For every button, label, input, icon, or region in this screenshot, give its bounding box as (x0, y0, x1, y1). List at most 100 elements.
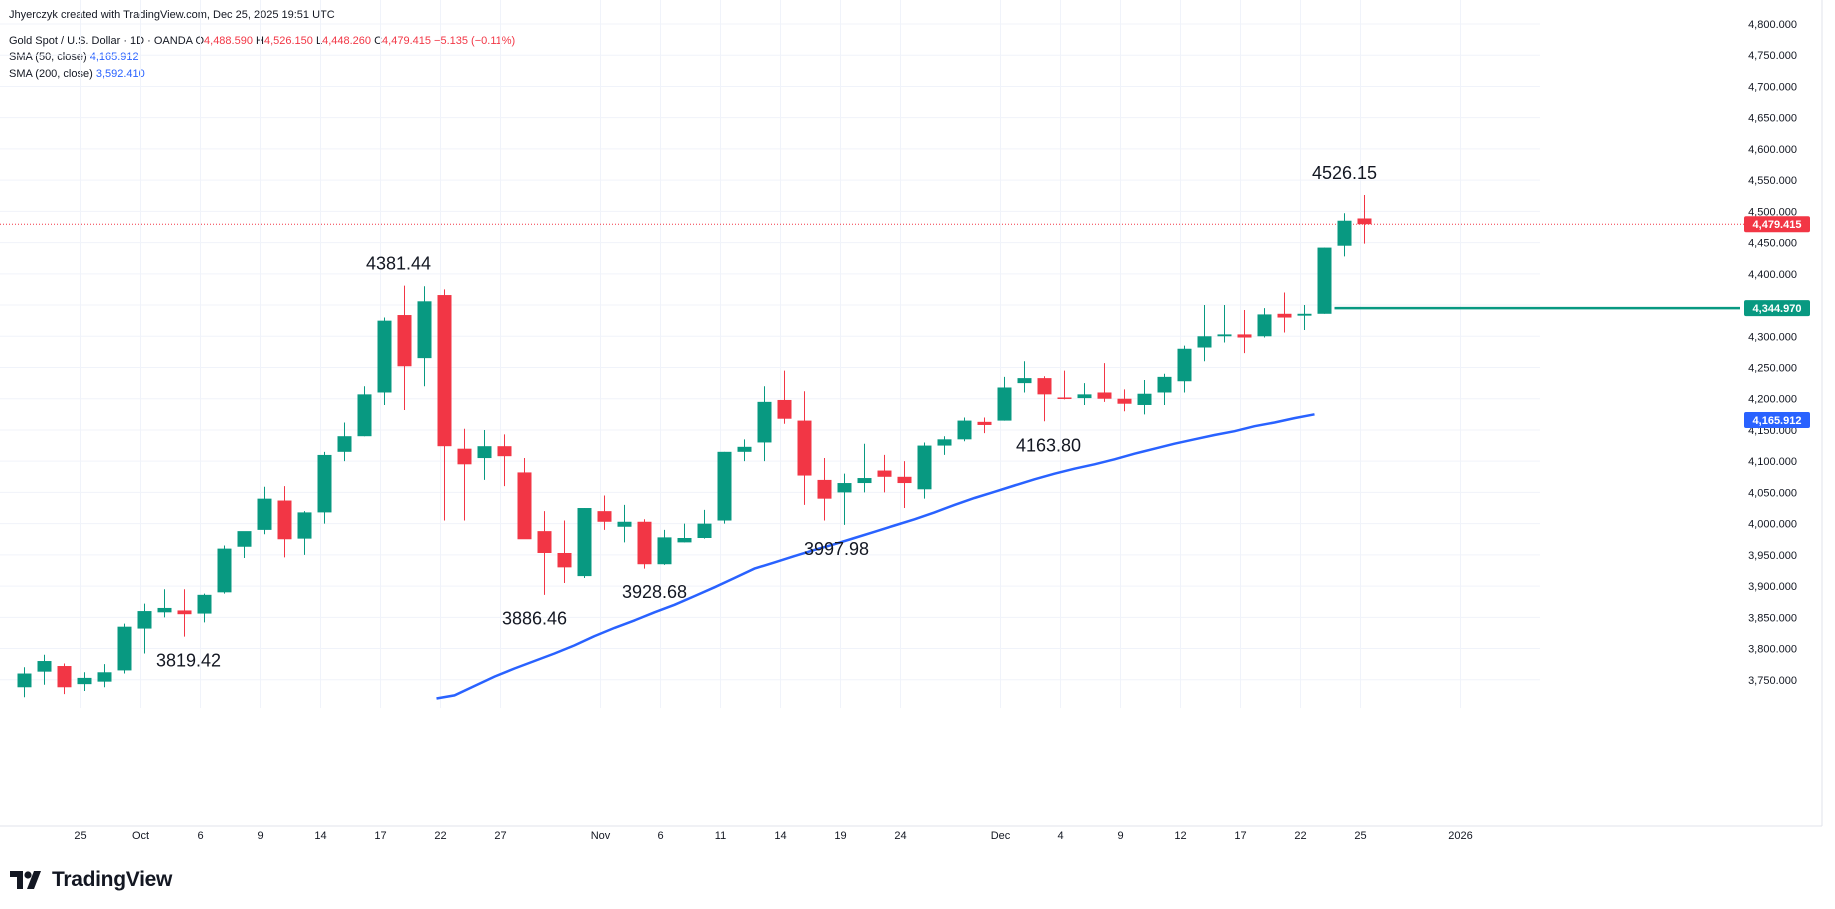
time-tick-label: 17 (374, 830, 386, 842)
candle-body (277, 500, 292, 540)
candle-up (137, 603, 152, 654)
candle-body (577, 508, 592, 577)
candle-down (1277, 292, 1292, 333)
candle-down (1097, 363, 1112, 402)
candle-down (797, 391, 812, 505)
sma50-layer (436, 413, 1315, 700)
price-annotation: 3928.68 (622, 582, 687, 602)
candle-up (77, 672, 92, 692)
candle-up (997, 376, 1012, 421)
candle-up (237, 531, 252, 558)
candle-up (1317, 247, 1332, 314)
open-value: 4,488.590 (204, 35, 253, 47)
candle-body (1037, 378, 1052, 395)
annotations: 4526.15 4381.44 3819.42 3886.46 3928.68 3997.… (156, 163, 1377, 670)
candle-up (217, 545, 232, 594)
candle-body (1077, 394, 1092, 399)
candle-up (97, 664, 112, 688)
time-tick-label: 4 (1057, 830, 1063, 842)
last-price-tag-bg (1744, 216, 1810, 233)
symbol-name[interactable]: Gold Spot / U.S. Dollar · 1D · OANDA (9, 35, 193, 47)
candle-body (337, 436, 352, 452)
time-tick-label: 11 (715, 830, 726, 842)
price-chart[interactable]: 4526.15 4381.44 3819.42 3886.46 3928.68 3997.… (0, 0, 1835, 860)
candle-body (197, 594, 212, 614)
candle-body (97, 672, 112, 682)
candle-body (1297, 313, 1312, 316)
close-label: C (374, 35, 383, 47)
candle-up (317, 451, 332, 524)
candle-body (157, 607, 172, 613)
candle-up (717, 451, 732, 524)
candle-body (797, 420, 812, 476)
candle-up (937, 436, 952, 455)
candle-up (957, 417, 972, 442)
candle-down (1117, 389, 1132, 412)
candle-body (957, 420, 972, 440)
last-price-tag-text: 4,479.415 (1753, 219, 1802, 231)
candle-down (977, 417, 992, 434)
time-tick-label: 17 (1234, 830, 1246, 842)
price-annotation: 3819.42 (156, 650, 221, 670)
candle-body (757, 401, 772, 443)
price-tick-label: 4,550.000 (1748, 175, 1797, 187)
sma200-legend[interactable]: SMA (200, close) 3,592.410 (9, 68, 145, 80)
price-annotation: 4526.15 (1312, 163, 1377, 183)
candle-body (997, 387, 1012, 421)
time-tick-label: 14 (774, 830, 786, 842)
time-tick-label: 6 (657, 830, 663, 842)
candle-body (437, 295, 452, 447)
candle-up (917, 442, 932, 499)
candle-body (697, 523, 712, 539)
price-tick-label: 4,750.000 (1748, 50, 1797, 62)
last-price-tag: 4,479.415 (1744, 216, 1810, 233)
candle-body (1157, 376, 1172, 393)
candle-up (37, 654, 52, 685)
candle-down (817, 458, 832, 521)
time-tick-label: 27 (494, 830, 506, 842)
price-tick-label: 3,850.000 (1748, 612, 1797, 624)
price-tick-label: 4,450.000 (1748, 238, 1797, 250)
time-tick-label: Dec (991, 830, 1011, 842)
sma50-label: SMA (50, close) (9, 51, 87, 63)
candle-up (1137, 379, 1152, 415)
time-tick-label: 25 (74, 830, 86, 842)
candle-body (1257, 314, 1272, 337)
chart-credit: Jhyerczyk created with TradingView.com, … (9, 9, 335, 21)
candle-body (617, 521, 632, 527)
candle-down (397, 285, 412, 410)
tradingview-logo[interactable]: TradingView (10, 866, 172, 894)
candle-body (497, 446, 512, 457)
candle-down (877, 454, 892, 493)
price-tick-label: 3,950.000 (1748, 550, 1797, 562)
candle-body (217, 548, 232, 593)
candle-down (597, 495, 612, 530)
candle-body (817, 479, 832, 499)
candle-up (1177, 345, 1192, 393)
candle-body (977, 421, 992, 425)
grid (0, 0, 1540, 708)
price-tick-label: 3,800.000 (1748, 644, 1797, 656)
candle-up (757, 386, 772, 462)
sma50-value: 4,165.912 (89, 51, 139, 63)
candle-body (37, 661, 52, 672)
candle-up (1017, 361, 1032, 393)
candle-up (197, 593, 212, 623)
candle-body (1317, 247, 1332, 314)
high-value: 4,526.150 (263, 35, 313, 47)
candle-down (1237, 310, 1252, 354)
price-tick-label: 4,600.000 (1748, 144, 1797, 156)
low-label: L (315, 35, 323, 47)
sma50-line (436, 413, 1315, 700)
sma50-legend[interactable]: SMA (50, close) 4,165.912 (9, 51, 139, 63)
sma50-price-tag: 4,165.912 (1744, 412, 1810, 429)
candle-body (677, 538, 692, 543)
time-tick-label: Nov (591, 830, 611, 842)
change-value: −5.135 (−0.11%) (434, 35, 516, 47)
candle-body (297, 512, 312, 539)
candle-up (617, 504, 632, 543)
price-tick-label: 4,500.000 (1748, 206, 1797, 218)
level-price-tag-bg (1744, 300, 1810, 317)
candle-body (237, 531, 252, 547)
time-tick-label: 19 (834, 830, 846, 842)
